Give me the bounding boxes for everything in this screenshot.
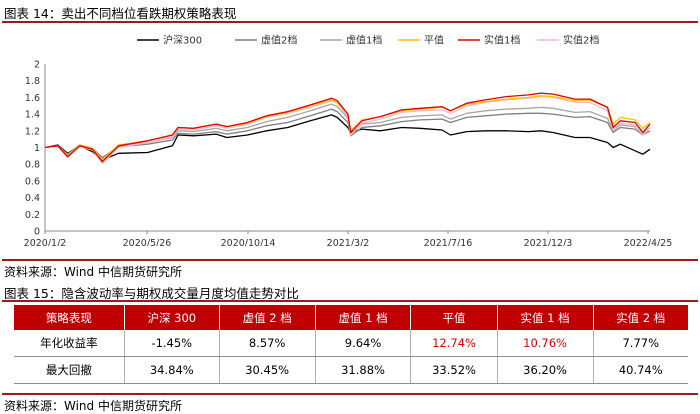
title-rule-mid <box>2 259 698 261</box>
y-tick-label: 1.6 <box>25 93 40 104</box>
header-strategy: 策略表现 <box>14 305 125 330</box>
legend-label: 实值2档 <box>563 34 599 47</box>
header-itm2: 实值 2 档 <box>593 305 688 330</box>
table-header-row: 策略表现 沪深 300 虚值 2 档 虚值 1 档 平值 实值 1 档 实值 2… <box>14 305 688 330</box>
table-cell: 34.84% <box>124 356 220 384</box>
row-label: 年化收益率 <box>14 330 125 357</box>
table-cell-highlight: 12.74% <box>410 330 498 357</box>
x-tick-label: 2020/10/14 <box>221 238 276 246</box>
series-line <box>44 103 651 160</box>
x-tick-label: 2022/4/25 <box>624 238 673 246</box>
series-line <box>44 95 651 165</box>
figure-15-title: 图表 15：隐含波动率与期权成交量月度均值走势对比 <box>4 286 299 301</box>
legend-label: 虚值1档 <box>346 34 382 47</box>
x-axis: 2020/1/2 2020/5/26 2020/10/14 2021/3/2 2021/… <box>24 230 673 246</box>
table-cell: 30.45% <box>219 356 316 384</box>
y-tick-label: 2 <box>34 60 40 71</box>
table-row: 最大回撤 34.84% 30.45% 31.88% 33.52% 36.20% … <box>14 356 688 384</box>
line-chart: 沪深300 虚值2档 虚值1档 平值 实值1档 实值2档 0 0.2 0.4 0.6 0.8 1 1.… <box>24 34 673 247</box>
table-cell: 31.88% <box>315 356 412 384</box>
header-otm1: 虚值 1 档 <box>315 305 412 330</box>
table-cell-highlight: 10.76% <box>497 330 594 357</box>
y-tick-label: 1.8 <box>25 76 40 87</box>
figure-14-source: 资料来源：Wind 中信期货研究所 <box>4 265 182 279</box>
header-itm1: 实值 1 档 <box>497 305 594 330</box>
y-tick-label: 0.6 <box>25 176 40 187</box>
y-tick-label: 0.8 <box>25 160 40 171</box>
legend-label: 沪深300 <box>163 34 202 47</box>
table-cell: 7.77% <box>593 330 688 357</box>
title-rule-top <box>2 21 698 23</box>
chart-series <box>44 92 651 165</box>
series-line <box>44 108 651 159</box>
x-tick-label: 2021/12/3 <box>524 238 573 246</box>
legend-label: 平值 <box>424 34 444 47</box>
x-tick-label: 2020/5/26 <box>123 238 172 246</box>
x-tick-label: 2021/7/16 <box>424 238 473 246</box>
table-cell: 33.52% <box>410 356 498 384</box>
table-cell: -1.45% <box>124 330 220 357</box>
table-row: 年化收益率 -1.45% 8.57% 9.64% 12.74% 10.76% 7… <box>14 330 688 357</box>
x-tick-label: 2020/1/2 <box>24 238 67 246</box>
figure-14-title: 图表 14：卖出不同档位看跌期权策略表现 <box>4 6 237 21</box>
y-tick-label: 0.4 <box>25 193 40 204</box>
performance-table: 策略表现 沪深 300 虚值 2 档 虚值 1 档 平值 实值 1 档 实值 2… <box>14 305 688 384</box>
table-cell: 36.20% <box>497 356 594 384</box>
x-tick-label: 2021/3/2 <box>327 238 370 246</box>
row-label: 最大回撤 <box>14 356 125 384</box>
legend-label: 实值1档 <box>484 34 520 47</box>
title-rule-bottom <box>2 393 698 395</box>
chart-legend: 沪深300 虚值2档 虚值1档 平值 实值1档 实值2档 <box>137 34 599 47</box>
header-hs300: 沪深 300 <box>124 305 220 330</box>
y-tick-label: 0 <box>34 227 40 238</box>
header-atm: 平值 <box>410 305 498 330</box>
y-tick-label: 1.4 <box>25 110 40 121</box>
header-otm2: 虚值 2 档 <box>219 305 316 330</box>
figure-15-source: 资料来源：Wind 中信期货研究所 <box>4 399 182 413</box>
table-cell: 9.64% <box>315 330 412 357</box>
series-line <box>44 92 651 163</box>
y-tick-label: 1.2 <box>25 126 40 137</box>
y-tick-label: 0.2 <box>25 210 40 221</box>
table-cell: 40.74% <box>593 356 688 384</box>
table-cell: 8.57% <box>219 330 316 357</box>
title-rule-table <box>2 300 698 302</box>
y-axis: 0 0.2 0.4 0.6 0.8 1 1.2 1.4 1.6 1.8 2 <box>25 60 46 238</box>
legend-label: 虚值2档 <box>261 34 297 47</box>
y-tick-label: 1 <box>34 143 40 154</box>
